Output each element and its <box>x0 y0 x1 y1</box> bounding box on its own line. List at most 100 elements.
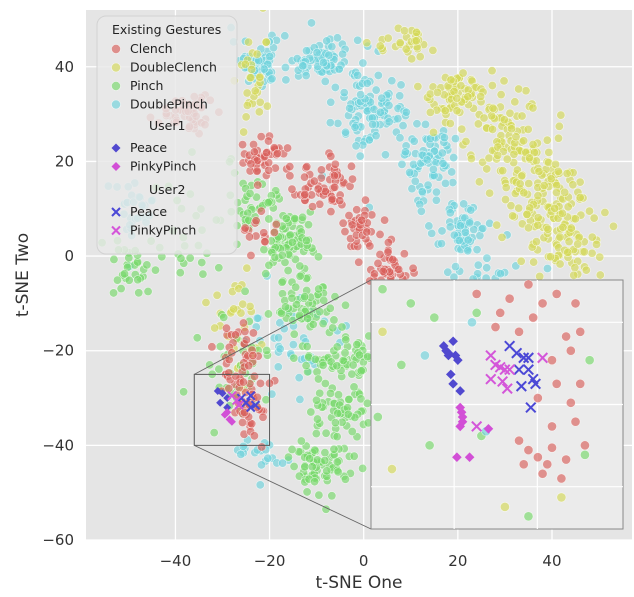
scatter-point <box>308 202 318 212</box>
scatter-point <box>333 467 343 477</box>
scatter-point <box>488 103 498 113</box>
inset-point <box>429 312 440 323</box>
inset-point <box>448 379 458 389</box>
scatter-point <box>327 491 337 501</box>
inset-point <box>483 423 494 434</box>
inset-point <box>514 435 524 446</box>
scatter-point <box>253 180 263 190</box>
scatter-point <box>472 245 482 255</box>
scatter-point <box>255 378 265 388</box>
scatter-point <box>329 315 339 325</box>
scatter-point <box>555 259 565 269</box>
scatter-point <box>507 124 517 134</box>
scatter-point <box>579 247 589 257</box>
scatter-point <box>463 235 473 245</box>
scatter-point <box>355 151 365 161</box>
scatter-point <box>416 206 426 216</box>
scatter-point <box>311 429 321 439</box>
scatter-point <box>261 37 271 47</box>
scatter-point <box>525 153 535 163</box>
scatter-point <box>330 82 340 92</box>
scatter-point <box>569 270 579 280</box>
inset-point <box>547 442 557 453</box>
scatter-point <box>258 412 268 422</box>
inset-points <box>372 280 595 522</box>
scatter-point <box>300 292 310 302</box>
inset-point <box>471 307 482 318</box>
scatter-point <box>192 333 202 343</box>
inset-point <box>457 416 468 427</box>
scatter-point <box>271 219 281 229</box>
scatter-point <box>255 480 265 490</box>
scatter-point <box>210 323 220 333</box>
inset-point <box>471 420 483 432</box>
scatter-point <box>300 172 310 182</box>
new-gesture-point <box>213 386 222 395</box>
scatter-point <box>428 164 438 174</box>
scatter-point <box>354 257 364 267</box>
scatter-point <box>535 271 545 281</box>
scatter-point <box>371 131 381 141</box>
legend-title: Existing Gestures <box>112 22 221 37</box>
scatter-point <box>432 87 442 97</box>
scatter-point <box>373 258 383 268</box>
inset-point <box>495 307 506 318</box>
scatter-point <box>240 286 250 296</box>
scatter-point <box>325 388 335 398</box>
scatter-point <box>333 408 343 418</box>
new-gesture-point <box>223 403 232 412</box>
scatter-point <box>377 93 387 103</box>
scatter-point <box>341 335 351 345</box>
scatter-point <box>179 387 189 397</box>
scatter-point <box>259 228 269 238</box>
scatter-point <box>334 390 344 400</box>
scatter-point <box>254 107 264 117</box>
scatter-point <box>296 436 306 446</box>
scatter-point <box>259 245 269 255</box>
scatter-point <box>564 237 574 247</box>
scatter-point <box>473 119 483 129</box>
scatter-point <box>552 188 562 198</box>
legend-marker <box>111 62 121 73</box>
scatter-point <box>563 202 573 212</box>
scatter-point <box>355 350 365 360</box>
scatter-point <box>346 161 356 171</box>
scatter-point <box>291 282 301 292</box>
scatter-point <box>539 181 549 191</box>
scatter-point <box>368 119 378 129</box>
scatter-point <box>264 214 274 224</box>
scatter-point <box>318 58 328 68</box>
scatter-point <box>476 92 486 102</box>
scatter-point <box>534 166 544 176</box>
scatter-point <box>546 174 556 184</box>
scatter-point <box>608 221 618 231</box>
scatter-point <box>466 205 476 215</box>
scatter-point <box>201 298 211 308</box>
legend-marker <box>111 162 121 171</box>
scatter-point <box>595 270 605 280</box>
scatter-point <box>175 268 185 278</box>
scatter-point <box>415 52 425 62</box>
scatter-point <box>365 241 375 251</box>
scatter-point <box>221 323 231 333</box>
inset-point <box>551 378 562 389</box>
scatter-point <box>558 222 568 232</box>
scatter-point <box>443 267 453 277</box>
scatter-point <box>349 451 359 461</box>
inset-point <box>485 373 497 385</box>
scatter-point <box>413 82 423 92</box>
inset-point <box>448 336 458 347</box>
scatter-point <box>409 136 419 146</box>
scatter-point <box>424 221 434 231</box>
scatter-point <box>473 260 483 270</box>
scatter-point <box>326 151 336 161</box>
scatter-point <box>436 239 446 249</box>
legend-marker <box>111 143 121 153</box>
scatter-point <box>361 195 371 205</box>
scatter-point <box>133 275 143 285</box>
scatter-point <box>449 153 459 163</box>
scatter-point <box>324 50 334 60</box>
scatter-point <box>287 444 297 454</box>
scatter-point <box>522 209 532 219</box>
